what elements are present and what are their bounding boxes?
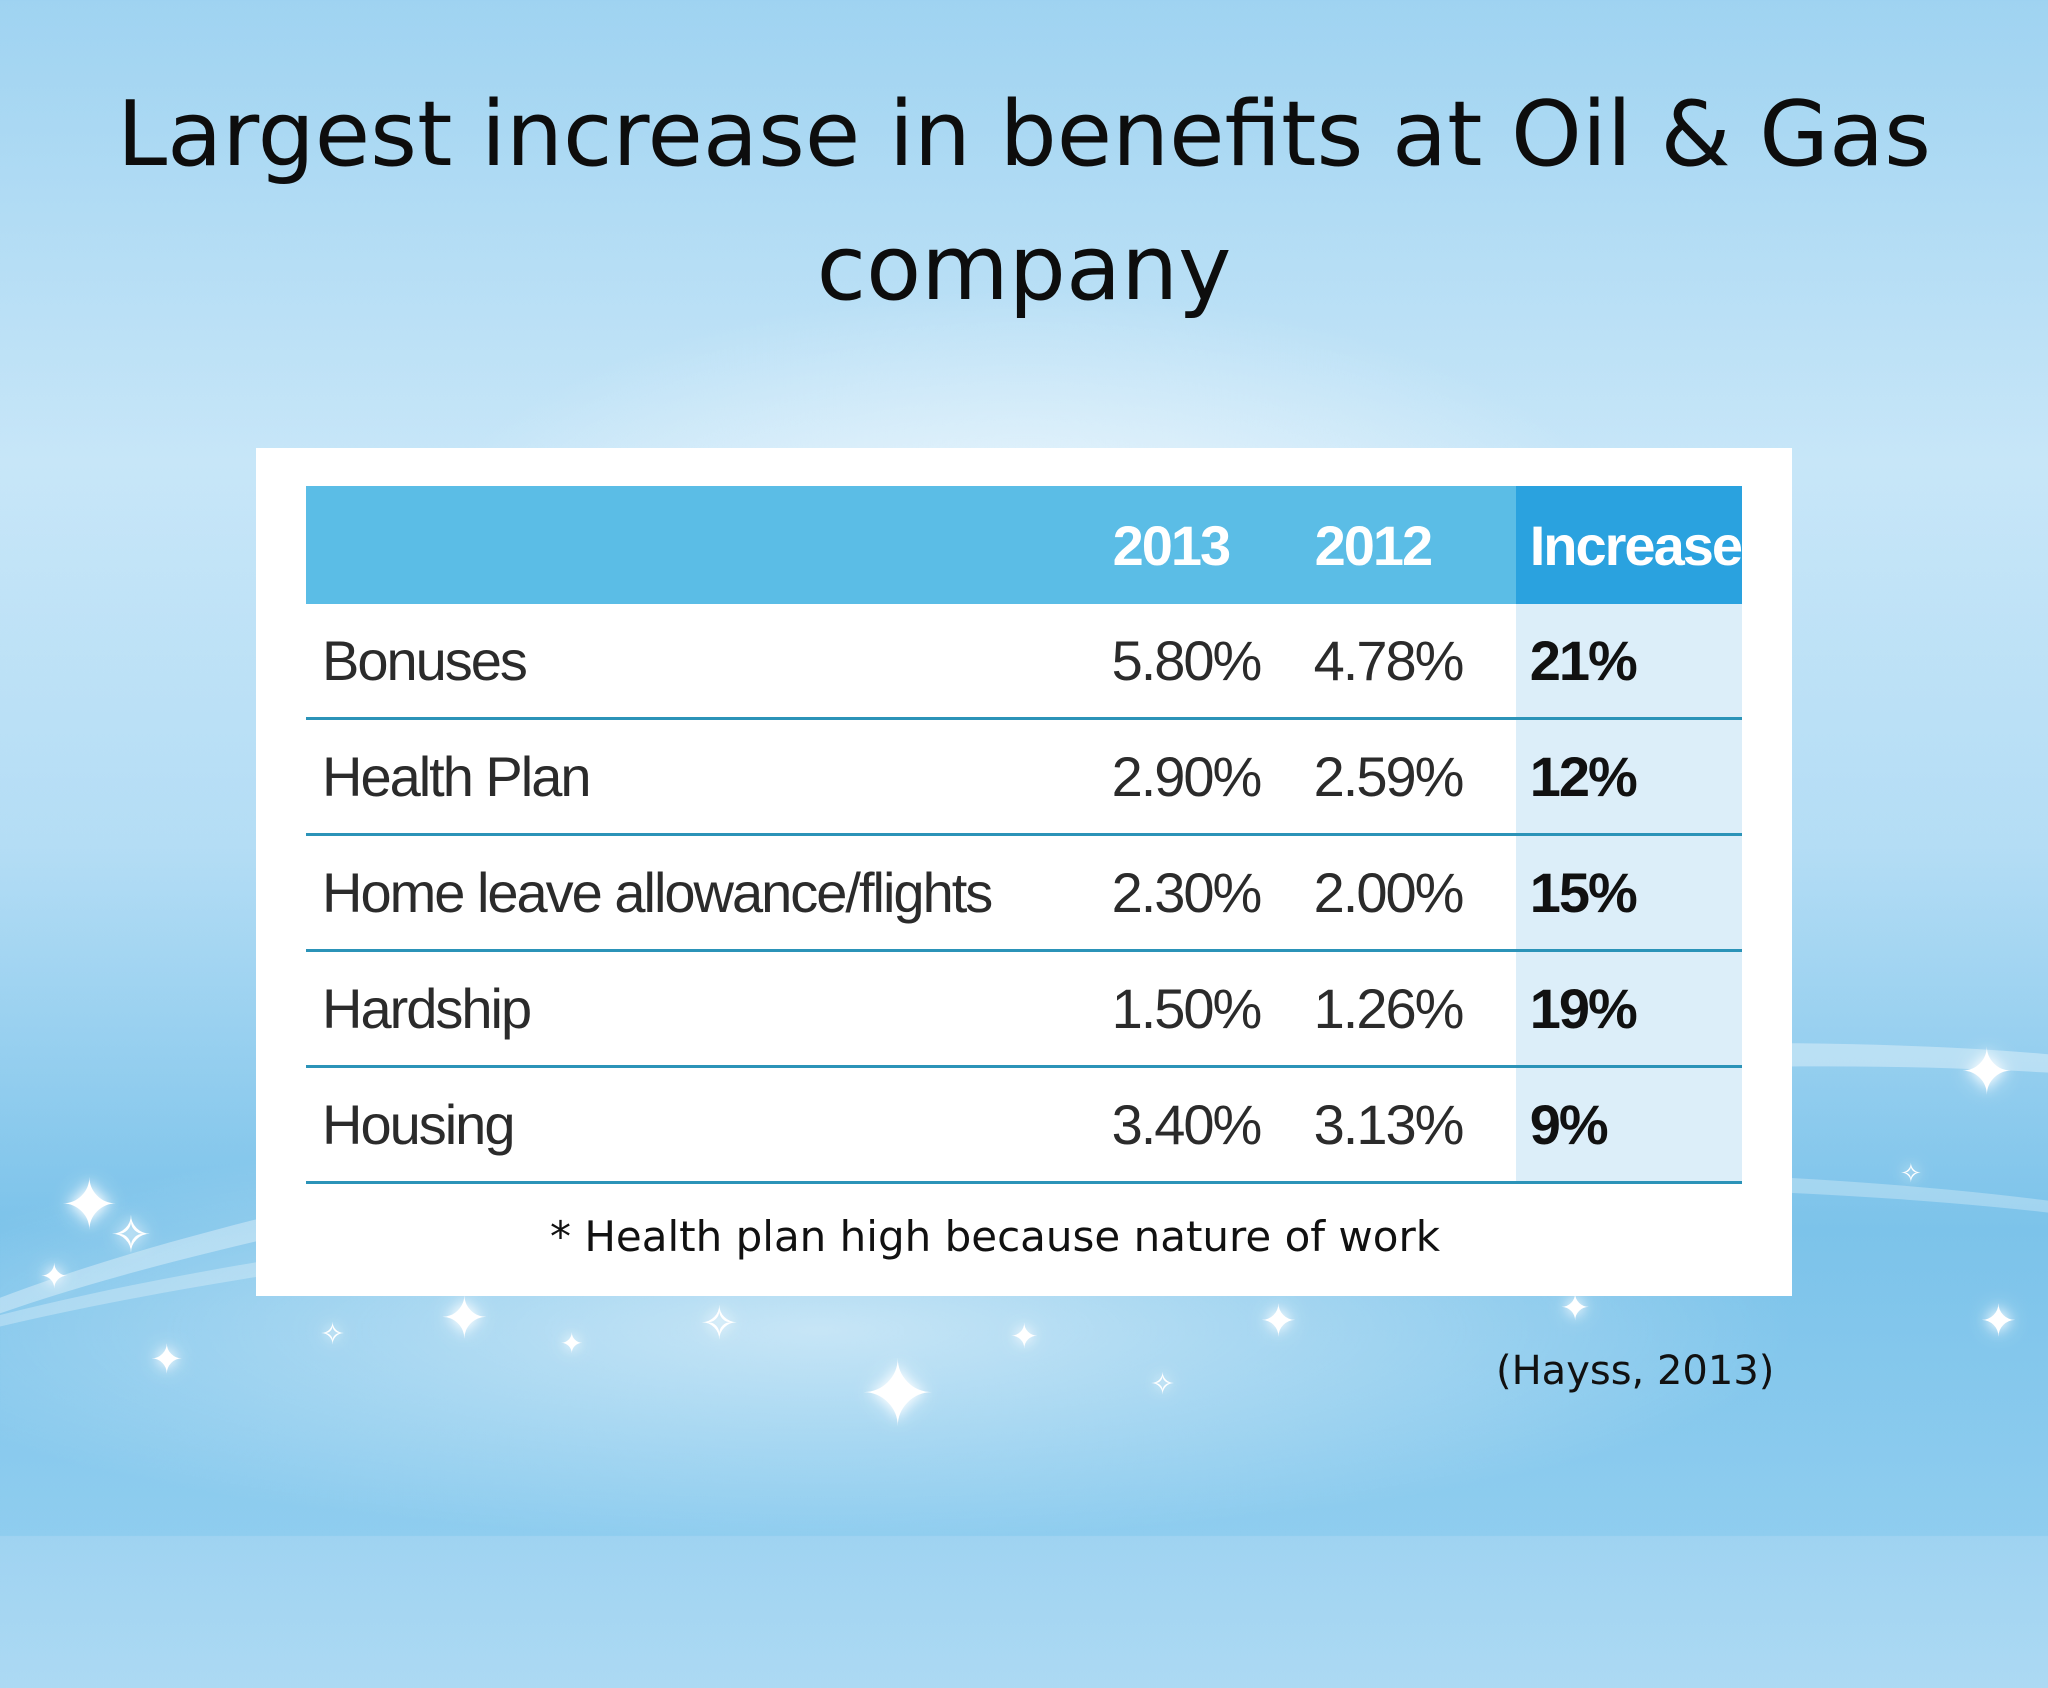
value-2013: 3.40% [1111, 1066, 1314, 1184]
value-2012: 2.59% [1313, 718, 1516, 836]
sparkle-icon: ✧ [320, 1318, 346, 1351]
value-2012: 4.78% [1313, 604, 1516, 720]
table-row: Bonuses 5.80% 4.78% 21% [306, 604, 1742, 720]
sparkle-icon: ✦ [440, 1286, 489, 1351]
sparkle-icon: ✦ [1960, 1036, 2014, 1108]
table-panel: 2013 2012 Increase Bonuses 5.80% 4.78% 2… [256, 448, 1792, 1296]
header-2013: 2013 [1111, 486, 1314, 604]
sparkle-icon: ✦ [60, 1166, 119, 1244]
header-2012: 2012 [1313, 486, 1516, 604]
table-row: Health Plan 2.90% 2.59% 12% [306, 718, 1742, 836]
footnote-text: * Health plan high because nature of wor… [550, 1212, 1441, 1261]
value-2013: 2.90% [1111, 718, 1314, 836]
row-label: Housing [306, 1066, 1112, 1184]
slide-title: Largest increase in benefits at Oil & Ga… [116, 82, 1932, 321]
value-increase: 12% [1515, 718, 1742, 836]
value-increase: 19% [1515, 950, 1742, 1068]
table-row: Hardship 1.50% 1.26% 19% [306, 950, 1742, 1068]
sparkle-icon: ✦ [40, 1258, 69, 1296]
sparkle-icon: ✧ [110, 1207, 152, 1263]
table-row: Housing 3.40% 3.13% 9% [306, 1066, 1742, 1184]
value-increase: 9% [1515, 1066, 1742, 1184]
row-label: Home leave allowance/flights [306, 834, 1112, 952]
row-label: Bonuses [306, 604, 1112, 720]
header-increase: Increase [1515, 486, 1743, 604]
sparkle-icon: ✦ [560, 1328, 584, 1359]
table-header-row: 2013 2012 Increase [306, 486, 1743, 604]
value-2012: 1.26% [1313, 950, 1516, 1068]
sparkle-icon: ✦ [1260, 1297, 1297, 1346]
sparkle-icon: ✧ [1900, 1158, 1922, 1188]
benefits-table: 2013 2012 Increase Bonuses 5.80% 4.78% 2… [306, 486, 1743, 1184]
header-label [306, 486, 1112, 604]
value-increase: 15% [1515, 834, 1742, 952]
source-citation: (Hayss, 2013) [1496, 1348, 1775, 1394]
table-row: Home leave allowance/flights 2.30% 2.00%… [306, 834, 1742, 952]
sparkle-icon: ✦ [1010, 1318, 1039, 1356]
sparkle-icon: ✦ [150, 1338, 184, 1382]
row-label: Hardship [306, 950, 1112, 1068]
value-2013: 2.30% [1111, 834, 1314, 952]
sparkle-icon: ✦ [1980, 1297, 2017, 1346]
footnote: * Health plan high because nature of wor… [256, 1212, 1792, 1261]
value-2012: 3.13% [1313, 1066, 1516, 1184]
value-2013: 1.50% [1111, 950, 1314, 1068]
value-2013: 5.80% [1111, 604, 1314, 720]
sparkle-icon: ✧ [1150, 1368, 1176, 1401]
value-increase: 21% [1515, 604, 1742, 720]
sparkle-icon: ✦ [860, 1345, 936, 1445]
row-label: Health Plan [306, 718, 1112, 836]
value-2012: 2.00% [1313, 834, 1516, 952]
sparkle-icon: ✧ [700, 1297, 739, 1349]
